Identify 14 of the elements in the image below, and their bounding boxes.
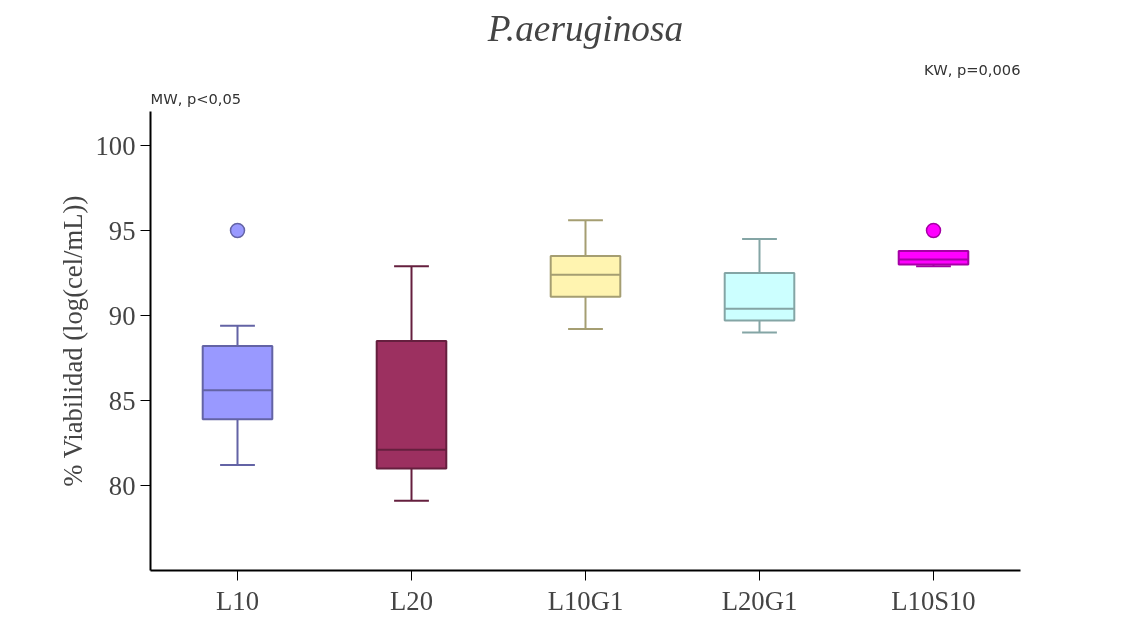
x-tick-label: L20G1 bbox=[721, 585, 798, 616]
y-tick-label: 90 bbox=[108, 300, 136, 331]
y-axis-title: % Viabilidad (log(cel/mL)) bbox=[57, 195, 88, 487]
chart-title: P.aeruginosa bbox=[486, 7, 684, 49]
x-tick-label: L10G1 bbox=[547, 585, 624, 616]
x-tick-label: L10S10 bbox=[891, 585, 976, 616]
y-tick-label: 80 bbox=[108, 470, 136, 501]
text: MW, p<0,05 bbox=[150, 89, 242, 107]
x-tick-label: L10 bbox=[216, 585, 259, 616]
y-tick-label: 100 bbox=[95, 130, 136, 161]
y-tick-label: 85 bbox=[108, 385, 136, 416]
y-tick-label: 95 bbox=[108, 215, 136, 246]
text: KW, p=0,006 bbox=[924, 60, 1021, 78]
x-tick-label: L20 bbox=[390, 585, 433, 616]
